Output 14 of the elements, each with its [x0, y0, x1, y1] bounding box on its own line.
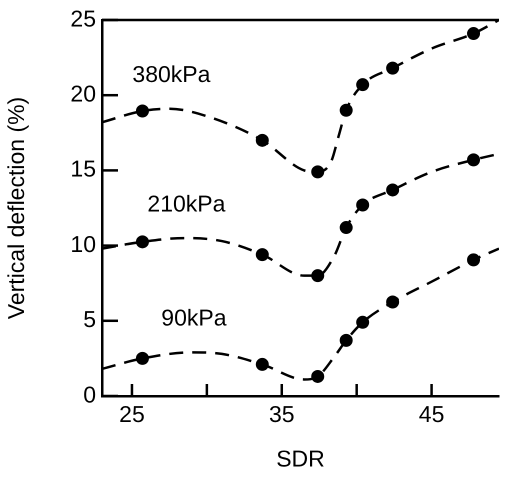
annotation: 380kPa	[132, 61, 211, 88]
y-tick-label: 5	[83, 306, 96, 332]
annotation: 90kPa	[161, 304, 227, 331]
y-tick-label: 20	[70, 80, 96, 107]
x-tick-label: 25	[119, 401, 145, 428]
x-axis-title: SDR	[276, 446, 325, 472]
x-tick-label: 35	[268, 401, 295, 428]
y-tick-label: 25	[70, 5, 96, 32]
y-tick-label: 0	[83, 381, 96, 408]
y-tick-label: 15	[70, 156, 96, 182]
y-tick-label: 10	[70, 230, 96, 257]
y-axis-title: Vertical deflection (%)	[3, 96, 30, 320]
x-tick-label: 45	[418, 401, 444, 428]
annotation: 210kPa	[147, 190, 226, 216]
